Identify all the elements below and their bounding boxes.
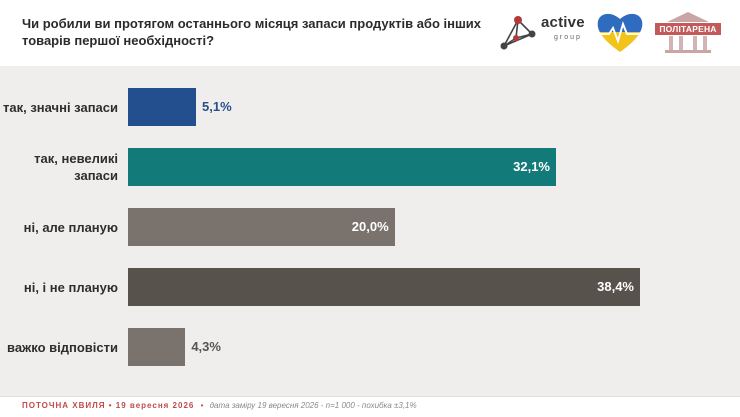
category-label: ні, але планую xyxy=(23,219,118,235)
category-label: ні, і не планую xyxy=(23,279,118,295)
value-label: 20,0% xyxy=(351,219,389,234)
category-label: так, невеликі запаси xyxy=(34,151,118,183)
active-group-logo: active group xyxy=(496,10,586,54)
footer-separator: • xyxy=(200,401,204,410)
bar xyxy=(128,148,556,186)
group-logo-text: group xyxy=(554,34,582,41)
value-label: 38,4% xyxy=(597,279,634,294)
header: Чи робили ви протягом останнього місяця … xyxy=(0,0,740,66)
politarena-logo-text: ПОЛІТАРЕНА xyxy=(655,23,721,35)
bar xyxy=(128,88,196,126)
bar-row: ні, і не планую 38,4% xyxy=(0,268,740,306)
bar xyxy=(128,268,640,306)
bar-row: так, невеликі запаси 32,1% xyxy=(0,148,740,186)
heart-icon xyxy=(597,13,643,53)
bar xyxy=(128,328,186,366)
politarena-logo: ПОЛІТАРЕНА xyxy=(655,10,721,54)
bar-row: так, значні запаси 5,1% xyxy=(0,88,740,126)
chart-title: Чи робили ви протягом останнього місяця … xyxy=(22,16,482,48)
bar-row: важко відповісти 4,3% xyxy=(0,328,740,366)
chart-area: так, значні запаси 5,1% так, невеликі запа… xyxy=(0,66,740,396)
bar-row: ні, але планую 20,0% xyxy=(0,208,740,246)
category-label: важко відповісти xyxy=(7,339,118,355)
molecule-icon xyxy=(500,16,536,50)
bar xyxy=(128,208,395,246)
category-label: так, значні запаси xyxy=(3,99,118,115)
active-logo-text: active xyxy=(541,14,585,31)
value-label: 4,3% xyxy=(191,339,221,354)
value-label: 32,1% xyxy=(513,159,550,174)
footer-wave: ПОТОЧНА ХВИЛЯ • 19 вересня 2026 xyxy=(22,401,195,410)
building-icon xyxy=(665,12,711,53)
footer: ПОТОЧНА ХВИЛЯ • 19 вересня 2026 • дата з… xyxy=(0,396,740,417)
footer-meta: дата заміру 19 вересня 2026 - n=1 000 - … xyxy=(209,401,417,410)
value-label: 5,1% xyxy=(202,99,232,114)
